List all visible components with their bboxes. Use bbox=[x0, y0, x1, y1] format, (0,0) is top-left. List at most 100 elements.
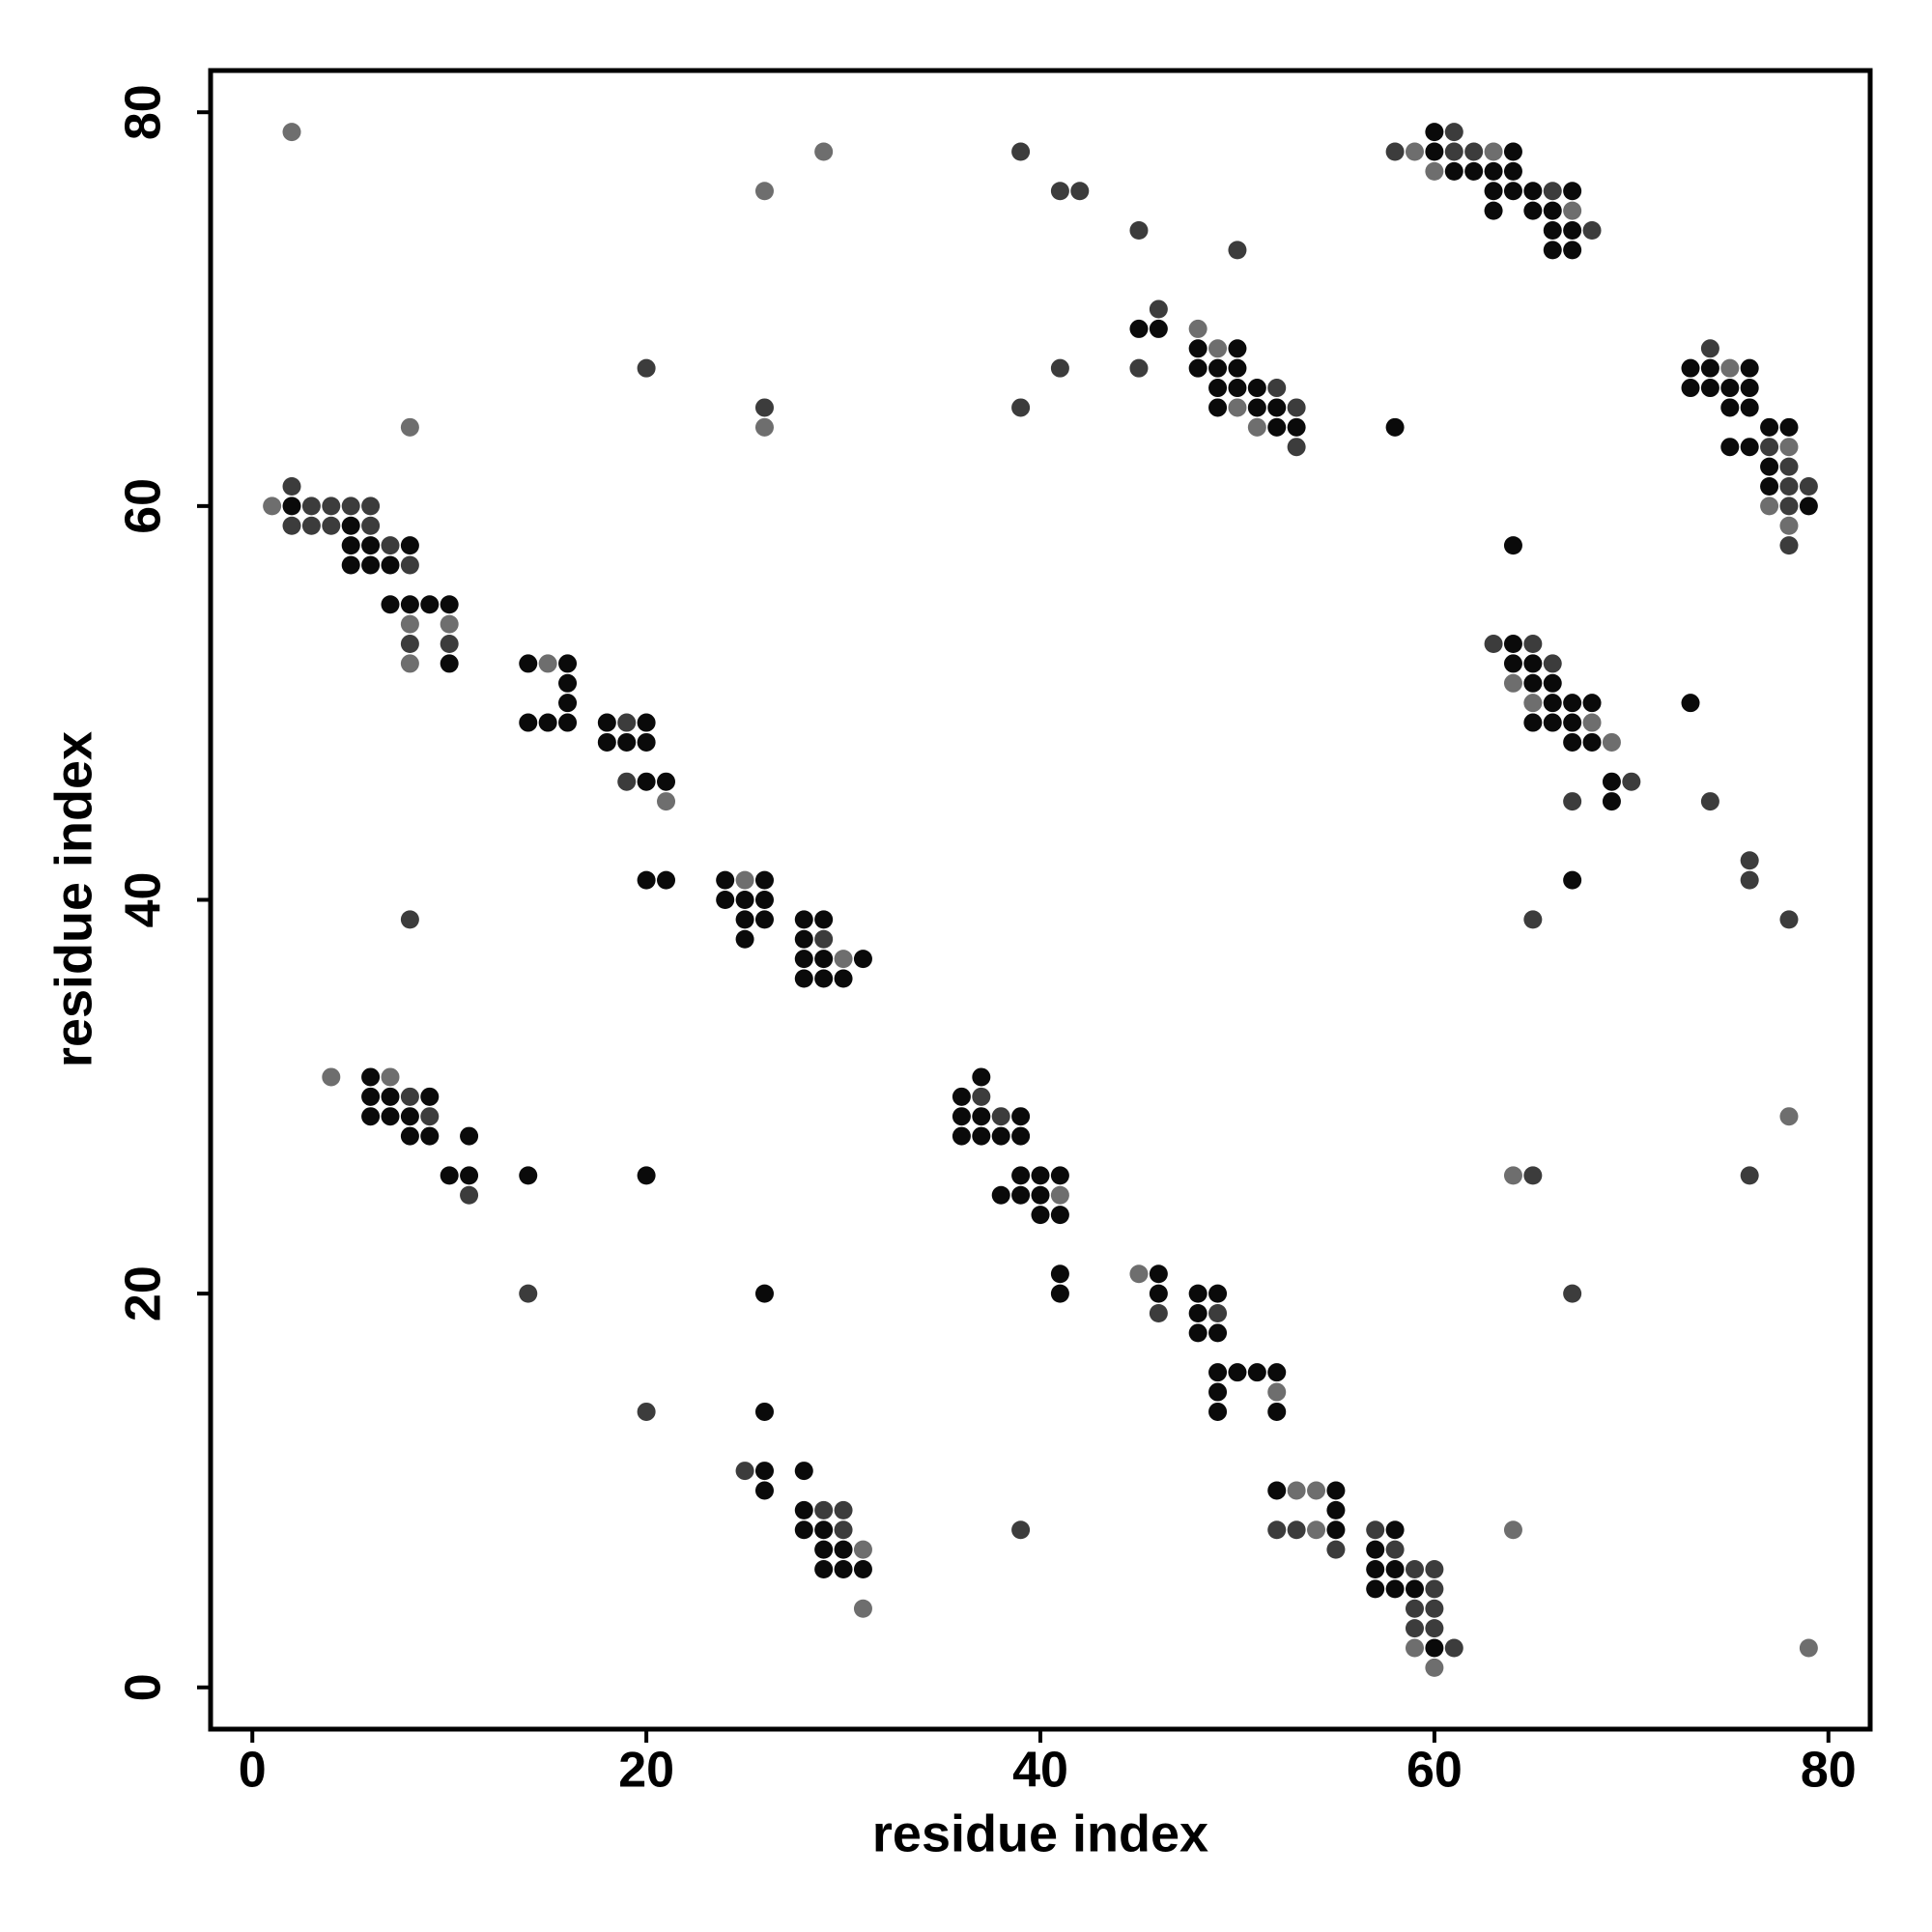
point bbox=[853, 1540, 872, 1559]
point bbox=[1011, 142, 1031, 161]
point bbox=[1484, 142, 1503, 161]
point bbox=[381, 595, 400, 614]
point bbox=[1188, 1323, 1208, 1343]
point bbox=[361, 516, 381, 535]
point bbox=[400, 910, 419, 929]
point bbox=[1050, 182, 1069, 201]
point bbox=[1366, 1520, 1385, 1540]
point bbox=[1228, 358, 1247, 378]
point bbox=[794, 950, 813, 969]
point bbox=[1582, 694, 1602, 713]
point bbox=[400, 1107, 419, 1126]
point bbox=[952, 1107, 971, 1126]
point bbox=[1405, 1599, 1424, 1618]
point bbox=[460, 1166, 479, 1185]
point bbox=[1228, 379, 1247, 398]
point bbox=[1779, 910, 1799, 929]
point bbox=[814, 1540, 834, 1559]
point bbox=[1523, 694, 1543, 713]
point bbox=[991, 1126, 1010, 1146]
point bbox=[814, 910, 834, 929]
point bbox=[1779, 457, 1799, 476]
point bbox=[1563, 1284, 1582, 1303]
point bbox=[794, 929, 813, 949]
point bbox=[1247, 417, 1266, 437]
point bbox=[853, 1599, 872, 1618]
point bbox=[440, 1166, 459, 1185]
point bbox=[754, 891, 774, 909]
point bbox=[1543, 182, 1562, 201]
point bbox=[1779, 1107, 1799, 1126]
point bbox=[322, 497, 341, 516]
point bbox=[1740, 870, 1759, 890]
point bbox=[1602, 772, 1621, 791]
point bbox=[1543, 241, 1562, 260]
point bbox=[1503, 142, 1522, 161]
point bbox=[597, 732, 616, 752]
point bbox=[991, 1107, 1010, 1126]
point bbox=[341, 516, 360, 535]
point bbox=[1582, 732, 1602, 752]
point bbox=[1740, 1166, 1759, 1185]
point bbox=[1779, 476, 1799, 496]
plot-border bbox=[208, 68, 1873, 1732]
point bbox=[301, 516, 321, 535]
point bbox=[1050, 1166, 1069, 1185]
point bbox=[637, 732, 656, 752]
point bbox=[1503, 654, 1522, 673]
point bbox=[1444, 123, 1463, 142]
point bbox=[1405, 1559, 1424, 1578]
point bbox=[834, 1520, 853, 1540]
point bbox=[1503, 161, 1522, 181]
point bbox=[1563, 713, 1582, 732]
point bbox=[1503, 536, 1522, 555]
point bbox=[1208, 1323, 1228, 1343]
point bbox=[1563, 732, 1582, 752]
point bbox=[1523, 182, 1543, 201]
point bbox=[617, 732, 637, 752]
point bbox=[341, 555, 360, 575]
point bbox=[834, 1559, 853, 1578]
point bbox=[1582, 221, 1602, 241]
point bbox=[814, 969, 834, 988]
point bbox=[1208, 1304, 1228, 1323]
x-axis-title: residue index bbox=[872, 1804, 1208, 1862]
point bbox=[794, 1500, 813, 1520]
point bbox=[1543, 654, 1562, 673]
point bbox=[1799, 476, 1818, 496]
point bbox=[1464, 161, 1484, 181]
point bbox=[1799, 497, 1818, 516]
point bbox=[1267, 398, 1287, 417]
point bbox=[1307, 1520, 1326, 1540]
point bbox=[519, 1166, 538, 1185]
point bbox=[735, 910, 754, 929]
point bbox=[1503, 1166, 1522, 1185]
x-tick-label: 0 bbox=[239, 1743, 267, 1799]
point bbox=[814, 950, 834, 969]
point bbox=[1228, 241, 1247, 260]
point bbox=[1779, 417, 1799, 437]
point bbox=[1779, 516, 1799, 535]
point bbox=[952, 1126, 971, 1146]
point bbox=[1425, 1638, 1444, 1658]
point bbox=[1484, 182, 1503, 201]
point bbox=[754, 1481, 774, 1500]
point bbox=[420, 1087, 440, 1106]
point bbox=[558, 654, 578, 673]
point bbox=[1385, 417, 1405, 437]
y-tick-label: 60 bbox=[116, 478, 172, 534]
point bbox=[1425, 161, 1444, 181]
point bbox=[538, 713, 557, 732]
point bbox=[282, 123, 301, 142]
x-tick-label: 20 bbox=[618, 1743, 674, 1799]
point bbox=[1543, 201, 1562, 220]
point bbox=[1425, 142, 1444, 161]
point bbox=[1011, 1107, 1031, 1126]
point bbox=[1149, 319, 1168, 338]
point bbox=[1503, 1520, 1522, 1540]
point bbox=[519, 713, 538, 732]
point bbox=[381, 536, 400, 555]
point bbox=[834, 950, 853, 969]
point bbox=[400, 1126, 419, 1146]
point bbox=[1720, 379, 1740, 398]
